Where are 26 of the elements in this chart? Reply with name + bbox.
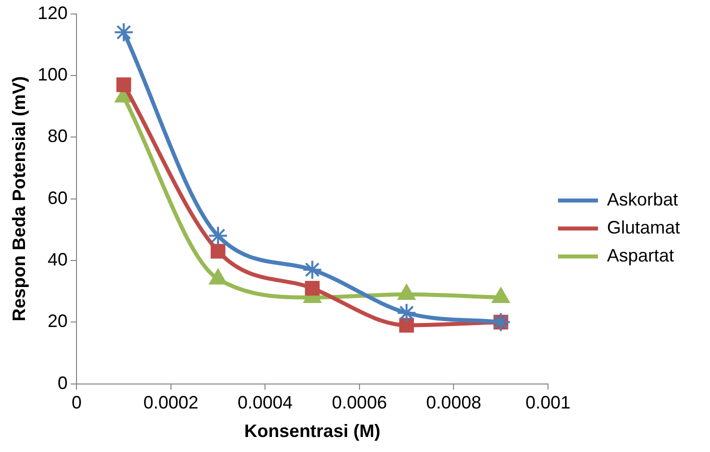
point: [116, 77, 132, 92]
point: [396, 302, 417, 323]
x-tick-label: 0.001: [525, 392, 570, 413]
legend-label: Askorbat: [606, 189, 678, 210]
y-tick-label: 20: [48, 311, 68, 332]
point: [208, 226, 228, 246]
y-tick-label: 40: [48, 249, 68, 270]
x-axis-title: Konsentrasi (M): [244, 421, 380, 442]
y-tick-label: 120: [38, 2, 68, 23]
legend-label: Glutamat: [606, 217, 680, 238]
point: [302, 260, 322, 280]
point: [114, 22, 134, 42]
point: [399, 318, 414, 333]
point: [304, 280, 320, 296]
x-tick-label: 0.0006: [332, 392, 387, 413]
legend-label: Aspartat: [606, 245, 674, 266]
point: [210, 244, 226, 259]
x-tick-label: 0.0008: [426, 392, 482, 413]
x-tick-label: 0.0004: [238, 392, 293, 413]
y-tick-label: 0: [58, 372, 68, 393]
x-tick-label: 0: [72, 392, 82, 413]
y-tick-label: 60: [48, 188, 68, 208]
y-tick-label: 100: [38, 64, 68, 84]
y-axis-title: Respon Beda Potensial (mV): [8, 76, 29, 322]
x-tick-label: 0.0002: [143, 392, 198, 413]
y-tick-label: 80: [48, 126, 68, 146]
